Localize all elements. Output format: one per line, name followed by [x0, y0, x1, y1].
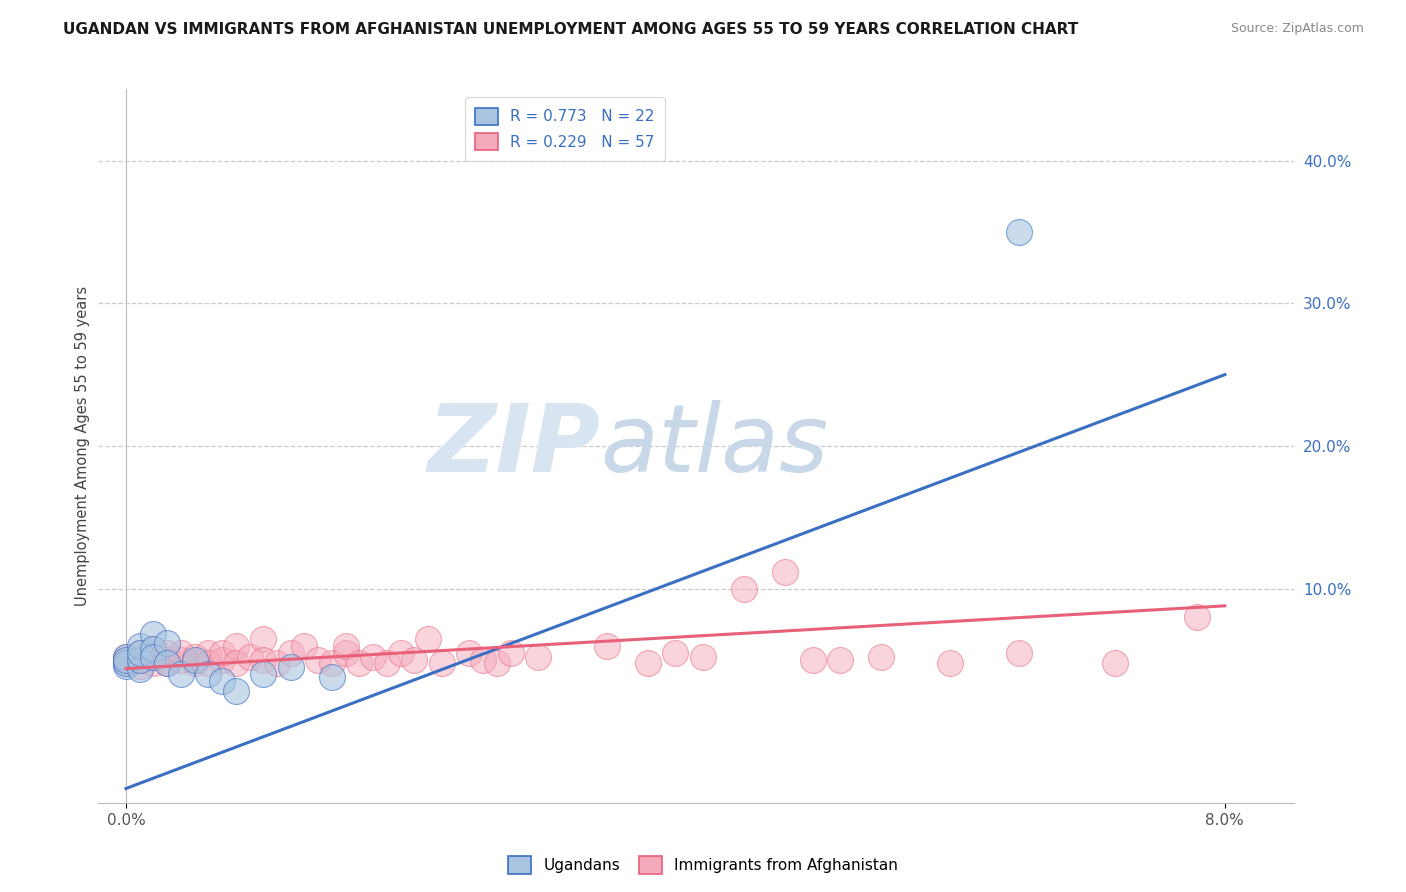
- Point: [335, 646, 357, 660]
- Point: [375, 656, 398, 670]
- Point: [307, 653, 329, 667]
- Y-axis label: Unemployment Among Ages 55 to 59 years: Unemployment Among Ages 55 to 59 years: [75, 286, 90, 606]
- Point: [801, 653, 824, 667]
- Point: [197, 656, 219, 670]
- Point: [225, 639, 247, 653]
- Point: [142, 650, 165, 665]
- Legend: R = 0.773   N = 22, R = 0.229   N = 57: R = 0.773 N = 22, R = 0.229 N = 57: [464, 97, 665, 161]
- Point: [1104, 656, 1126, 670]
- Text: UGANDAN VS IMMIGRANTS FROM AFGHANISTAN UNEMPLOYMENT AMONG AGES 55 TO 59 YEARS CO: UGANDAN VS IMMIGRANTS FROM AFGHANISTAN U…: [63, 22, 1078, 37]
- Text: ZIP: ZIP: [427, 400, 600, 492]
- Point: [280, 646, 302, 660]
- Point: [128, 653, 150, 667]
- Text: atlas: atlas: [600, 401, 828, 491]
- Point: [142, 641, 165, 656]
- Point: [115, 658, 138, 673]
- Point: [142, 656, 165, 670]
- Point: [142, 627, 165, 641]
- Point: [211, 653, 233, 667]
- Point: [527, 650, 550, 665]
- Point: [595, 639, 617, 653]
- Point: [183, 653, 205, 667]
- Point: [430, 656, 453, 670]
- Point: [197, 667, 219, 681]
- Point: [115, 653, 138, 667]
- Point: [280, 660, 302, 674]
- Point: [664, 646, 686, 660]
- Point: [211, 674, 233, 689]
- Point: [252, 653, 274, 667]
- Point: [128, 646, 150, 660]
- Point: [294, 639, 316, 653]
- Point: [156, 653, 179, 667]
- Point: [733, 582, 755, 596]
- Point: [1008, 646, 1031, 660]
- Point: [115, 650, 138, 665]
- Point: [128, 658, 150, 673]
- Point: [775, 565, 797, 579]
- Point: [485, 656, 508, 670]
- Point: [939, 656, 962, 670]
- Point: [142, 650, 165, 665]
- Point: [404, 653, 426, 667]
- Point: [156, 646, 179, 660]
- Point: [197, 646, 219, 660]
- Point: [156, 636, 179, 650]
- Point: [349, 656, 371, 670]
- Point: [458, 646, 481, 660]
- Point: [472, 653, 495, 667]
- Text: Source: ZipAtlas.com: Source: ZipAtlas.com: [1230, 22, 1364, 36]
- Point: [692, 650, 714, 665]
- Point: [170, 667, 193, 681]
- Point: [321, 656, 343, 670]
- Point: [156, 656, 179, 670]
- Point: [128, 662, 150, 676]
- Legend: Ugandans, Immigrants from Afghanistan: Ugandans, Immigrants from Afghanistan: [502, 850, 904, 880]
- Point: [361, 650, 384, 665]
- Point: [156, 656, 179, 670]
- Point: [637, 656, 659, 670]
- Point: [252, 667, 274, 681]
- Point: [142, 641, 165, 656]
- Point: [1187, 610, 1209, 624]
- Point: [416, 632, 439, 646]
- Point: [252, 632, 274, 646]
- Point: [870, 650, 893, 665]
- Point: [128, 646, 150, 660]
- Point: [211, 646, 233, 660]
- Point: [1008, 225, 1031, 239]
- Point: [115, 650, 138, 665]
- Point: [499, 646, 522, 660]
- Point: [170, 646, 193, 660]
- Point: [128, 639, 150, 653]
- Point: [183, 656, 205, 670]
- Point: [128, 653, 150, 667]
- Point: [183, 650, 205, 665]
- Point: [225, 684, 247, 698]
- Point: [115, 656, 138, 670]
- Point: [170, 653, 193, 667]
- Point: [238, 650, 260, 665]
- Point: [335, 639, 357, 653]
- Point: [389, 646, 412, 660]
- Point: [830, 653, 852, 667]
- Point: [115, 653, 138, 667]
- Point: [321, 670, 343, 684]
- Point: [115, 656, 138, 670]
- Point: [266, 656, 288, 670]
- Point: [225, 656, 247, 670]
